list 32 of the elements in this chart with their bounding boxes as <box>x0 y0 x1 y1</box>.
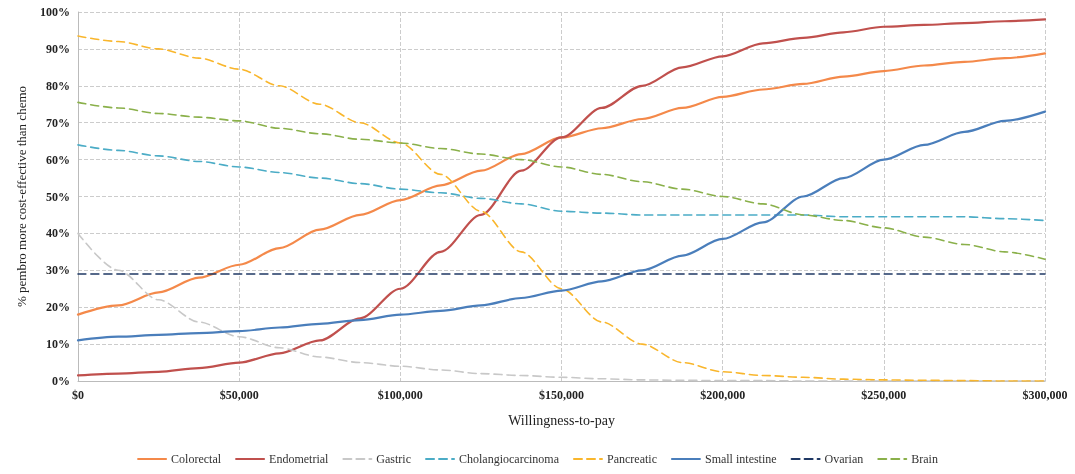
y-tick-label: 30% <box>46 263 70 278</box>
x-tick-label: $200,000 <box>700 388 746 402</box>
legend-label: Gastric <box>376 452 412 466</box>
legend-label: Colorectal <box>171 452 222 466</box>
x-tick-label: $250,000 <box>861 388 907 402</box>
x-tick-label: $300,000 <box>1022 388 1068 402</box>
legend-label: Brain <box>911 452 938 466</box>
y-tick-label: 20% <box>46 300 70 315</box>
legend-label: Small intestine <box>704 452 777 466</box>
x-tick-label: $100,000 <box>377 388 423 402</box>
x-tick-label: $0 <box>72 388 84 402</box>
y-tick-label: 50% <box>46 189 70 204</box>
x-tick-label: $50,000 <box>219 388 259 402</box>
y-tick-label: 70% <box>46 115 70 130</box>
y-tick-label: 40% <box>46 226 70 241</box>
legend-label: Ovarian <box>824 452 864 466</box>
line-series <box>77 144 1046 222</box>
y-tick-label: 60% <box>46 152 70 167</box>
y-tick-label: 10% <box>46 337 70 352</box>
line-series <box>76 52 1047 316</box>
x-axis-title: Willingness-to-pay <box>508 412 615 428</box>
y-tick-label: 80% <box>46 78 70 93</box>
y-tick-label: 90% <box>46 41 70 56</box>
y-tick-label: 0% <box>52 374 70 388</box>
legend-label: Pancreatic <box>606 452 657 466</box>
y-tick-label: 100% <box>40 5 70 19</box>
line-series <box>77 101 1046 261</box>
legend-label: Endometrial <box>269 452 330 466</box>
legend-label: Cholangiocarcinoma <box>459 452 560 466</box>
x-tick-label: $150,000 <box>539 388 584 402</box>
y-axis-title: % pembro more cost-effective than chemo <box>14 85 29 308</box>
line-series <box>76 110 1047 342</box>
